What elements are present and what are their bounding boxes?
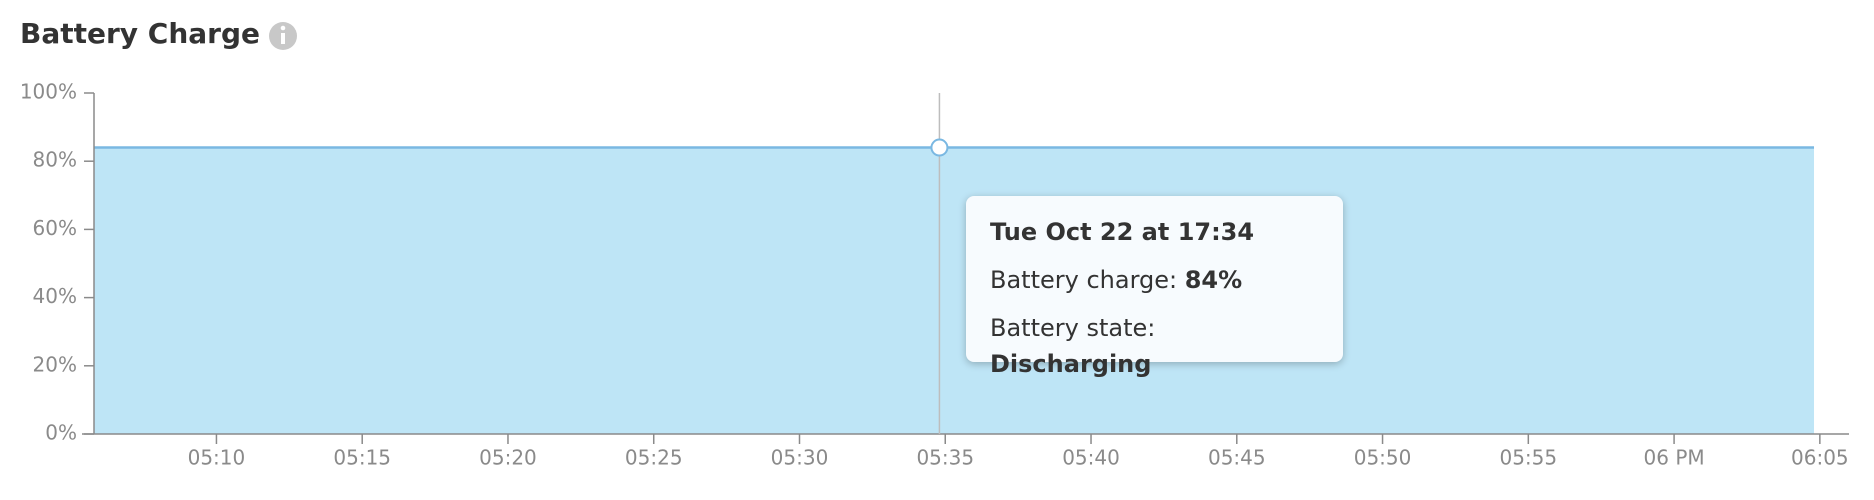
tooltip-value: Discharging — [990, 350, 1152, 378]
x-tick-label: 05:55 — [1499, 446, 1557, 470]
x-tick-label: 05:20 — [479, 446, 537, 470]
x-tick-label: 05:35 — [916, 446, 974, 470]
y-tick-label: 60% — [33, 216, 77, 240]
hover-point — [930, 138, 949, 157]
x-tick-label: 05:15 — [333, 446, 391, 470]
x-tick-label: 05:45 — [1208, 446, 1266, 470]
tooltip: Tue Oct 22 at 17:34 Battery charge: 84% … — [966, 196, 1343, 378]
info-dot[interactable] — [280, 25, 286, 31]
x-tick-label: 05:25 — [625, 446, 683, 470]
x-tick-label: 05:30 — [771, 446, 829, 470]
area — [94, 147, 1815, 434]
tooltip-title: Tue Oct 22 at 17:34 — [990, 218, 1255, 246]
y-tick-label: 100% — [20, 80, 77, 104]
y-tick-label: 0% — [45, 421, 77, 445]
x-tick-label: 05:40 — [1062, 446, 1120, 470]
x-tick-label: 06:05 — [1791, 446, 1849, 470]
y-tick-label: 20% — [33, 352, 77, 376]
tooltip-label: Battery charge: — [990, 266, 1185, 294]
chart-title: Battery Charge — [20, 17, 260, 50]
x-tick-label: 06 PM — [1644, 446, 1705, 470]
x-tick-label: 05:50 — [1354, 446, 1412, 470]
info-icon[interactable] — [269, 22, 297, 50]
info-stem[interactable] — [281, 33, 285, 44]
y-tick-label: 80% — [33, 148, 77, 172]
y-tick-label: 40% — [33, 284, 77, 308]
tooltip-label: Battery state: — [990, 314, 1156, 342]
x-tick-label: 05:10 — [188, 446, 246, 470]
tooltip-value: 84% — [1184, 266, 1243, 294]
